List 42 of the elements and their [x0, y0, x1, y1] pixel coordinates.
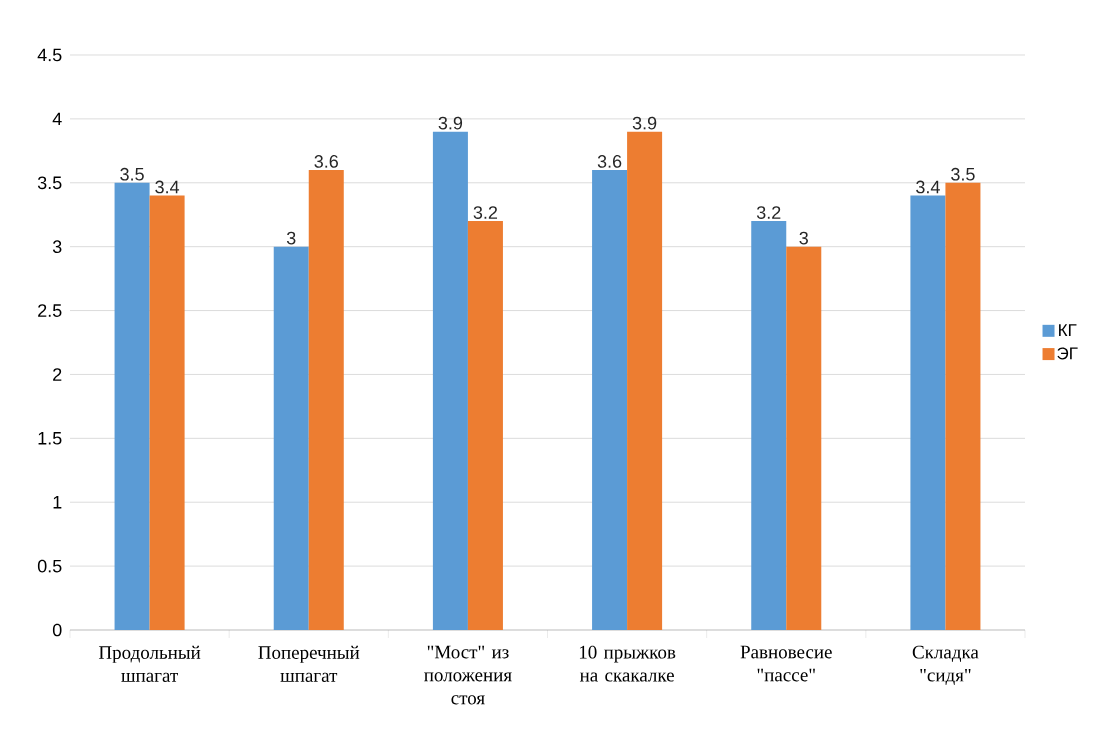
bar: [945, 182, 981, 630]
x-tick-label: "Мост" из положения стоя: [424, 645, 512, 705]
legend-label: КГ: [1059, 324, 1077, 336]
bar: [786, 246, 822, 630]
x-tick-label: Продольный шпагат: [98, 645, 201, 682]
data-label: 3.2: [756, 206, 781, 219]
legend-label: ЭГ: [1057, 347, 1078, 360]
y-tick-label: 2: [53, 368, 62, 381]
y-tick-label: 0: [52, 623, 62, 637]
bar: [273, 246, 309, 630]
bar: [432, 131, 468, 630]
bar: [114, 182, 150, 630]
data-label: 3.4: [916, 180, 940, 194]
x-tick-label: Поперечный шпагат: [258, 645, 360, 682]
data-label: 3.9: [438, 116, 463, 130]
x-tick-label: Равновесие "пассе": [740, 645, 832, 682]
bar: [467, 221, 503, 630]
bar: [308, 170, 344, 630]
bar: [751, 221, 787, 630]
data-label: 3: [286, 231, 296, 245]
y-tick-label: 4: [52, 112, 62, 126]
data-label: 3.5: [120, 167, 144, 181]
y-tick-label: 3: [52, 240, 62, 254]
data-label: 3.2: [473, 206, 498, 219]
data-label: 3: [799, 231, 808, 245]
y-tick-label: 3.5: [37, 176, 62, 190]
bar: [910, 195, 946, 630]
x-tick-label: Складка "сидя": [912, 645, 979, 686]
bar: [627, 131, 663, 630]
y-tick-label: 0.5: [37, 559, 62, 573]
data-label: 3.5: [951, 167, 975, 181]
data-label: 3.9: [632, 116, 657, 130]
data-label: 3.4: [155, 180, 180, 194]
y-tick-label: 2.5: [38, 304, 62, 317]
y-tick-label: 4.5: [37, 48, 62, 62]
x-tick-label: 10 прыжков на скакалке: [579, 645, 676, 682]
data-label: 3.6: [597, 155, 622, 168]
bar: [592, 170, 628, 630]
data-label: 3.6: [314, 155, 338, 168]
bar: [149, 195, 185, 630]
y-tick-label: 1: [53, 496, 62, 509]
y-tick-label: 1.5: [38, 432, 62, 445]
